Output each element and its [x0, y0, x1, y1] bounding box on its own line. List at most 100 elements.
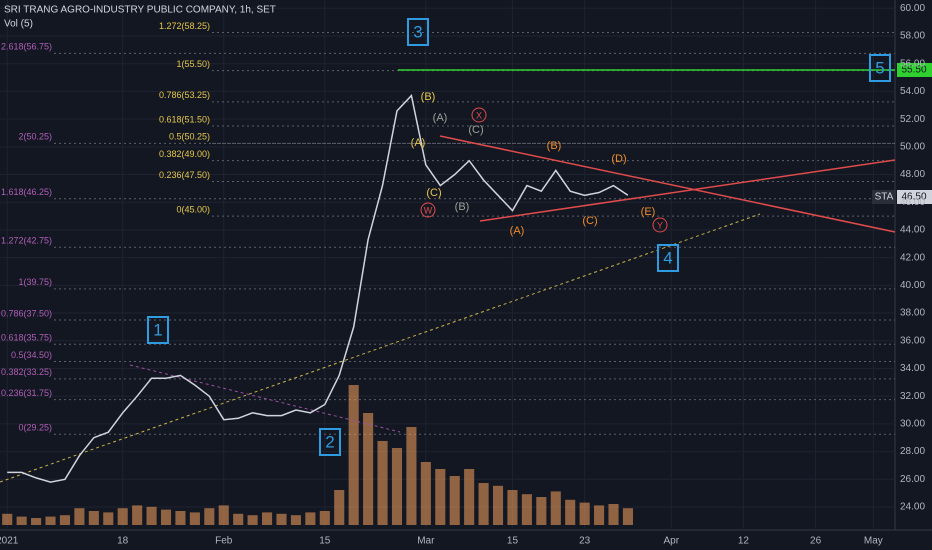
wave-label: 2 — [325, 432, 334, 451]
fib-label: 0.786(37.50) — [1, 308, 52, 318]
price-line — [7, 94, 629, 483]
wave-label: 1 — [153, 320, 162, 339]
volume-bar — [579, 502, 590, 525]
fib-label: 1.618(46.25) — [1, 187, 52, 197]
wave-label: (D) — [611, 153, 626, 165]
y-tick-label: 28.00 — [900, 446, 925, 457]
fib-label: 0.236(31.75) — [1, 388, 52, 398]
volume-bar — [16, 516, 27, 525]
volume-legend: Vol (5) — [4, 19, 33, 30]
volume-bar — [88, 511, 99, 525]
triangle-lower — [479, 159, 896, 222]
fib-trendline — [129, 364, 401, 433]
volume-bar — [189, 512, 200, 525]
volume-bar — [608, 504, 619, 525]
wave-circle — [420, 202, 436, 218]
target-label: 55.50 — [901, 65, 926, 76]
fib-label: 0.786(53.25) — [159, 90, 210, 100]
volume-bar — [550, 491, 561, 525]
target-tag — [897, 63, 932, 77]
y-tick-label: 50.00 — [900, 141, 925, 152]
wave-label: (C) — [582, 215, 597, 227]
wave-label: (E) — [641, 206, 656, 218]
price — [7, 94, 629, 483]
volume-bar — [319, 511, 330, 525]
volume-bar — [492, 485, 504, 525]
volume-bar — [218, 505, 229, 525]
y-tick-label: 42.00 — [900, 252, 925, 263]
volume-bar — [391, 448, 403, 525]
y-tick-label: 38.00 — [900, 308, 925, 319]
volume-bar — [363, 413, 374, 525]
wave-label: 5 — [875, 58, 884, 77]
grid — [0, 0, 895, 530]
y-tick-label: 44.00 — [900, 225, 925, 236]
chart-title: SRI TRANG AGRO-INDUSTRY PUBLIC COMPANY, … — [4, 5, 276, 16]
volume-bar — [565, 499, 576, 525]
fib-label: 0.382(49.00) — [159, 149, 210, 159]
fib-label: 0(45.00) — [176, 204, 210, 214]
fib-label: 1(39.75) — [18, 277, 52, 287]
wave-label: (B) — [547, 140, 562, 152]
fib-label: 0.618(35.75) — [1, 333, 52, 343]
wave-label: (A) — [510, 225, 525, 237]
y-tick-label: 56.00 — [900, 58, 925, 69]
wave-label: (C) — [426, 187, 441, 199]
volume-bar — [290, 515, 301, 525]
volume-bar — [103, 512, 114, 525]
fib-label: 1.272(58.25) — [159, 21, 210, 31]
volume-bar — [247, 515, 258, 525]
volume-bar — [117, 508, 128, 525]
volume-bar — [435, 469, 446, 525]
volume-bar — [464, 469, 475, 525]
x-tick-label: Apr — [663, 536, 679, 547]
volume-bar — [132, 505, 143, 525]
support-trendline — [0, 213, 761, 483]
wave-box — [147, 316, 169, 344]
volume-bar — [160, 509, 172, 525]
volume-bar — [334, 490, 345, 525]
y-tick-label: 46.00 — [900, 197, 925, 208]
wave-label: (C) — [468, 124, 483, 136]
x-tick-label: 15 — [319, 536, 331, 547]
volume-bar — [594, 505, 605, 525]
volume-bar — [45, 516, 56, 525]
x-tick-label: 26 — [810, 536, 822, 547]
y-tick-label: 30.00 — [900, 419, 925, 430]
volume-bar — [59, 515, 71, 525]
volume-bar — [478, 483, 489, 525]
y-tick-label: 34.00 — [900, 363, 925, 374]
x-tick-label: Feb — [215, 536, 233, 547]
volume-bar — [233, 513, 244, 525]
wave-circle — [652, 217, 668, 233]
volume-bar — [377, 441, 388, 525]
wave-box — [407, 18, 429, 46]
fib-label: 0.382(33.25) — [1, 367, 52, 377]
y-tick-label: 40.00 — [900, 280, 925, 291]
fib-label: 0.618(51.50) — [159, 114, 210, 124]
y-tick-label: 24.00 — [900, 502, 925, 513]
wave-label: W — [424, 205, 433, 215]
wave-label: 3 — [413, 22, 422, 41]
volume-bar — [146, 506, 157, 525]
y-tick-label: 48.00 — [900, 169, 925, 180]
x-tick-label: Mar — [417, 536, 435, 547]
y-tick-label: 60.00 — [900, 3, 925, 14]
wave-label: (B) — [421, 91, 436, 103]
volume — [2, 385, 633, 525]
wave-box — [657, 244, 679, 272]
symbol-tag — [872, 190, 896, 204]
volume-bar — [74, 508, 85, 525]
x-tick-label: 15 — [507, 536, 519, 547]
volume-bar — [348, 385, 359, 525]
wave-box — [869, 54, 891, 82]
wave-label: (A) — [433, 112, 448, 124]
volume-bar — [175, 511, 186, 525]
wave-label: (A) — [411, 137, 426, 149]
fib-label: 2(50.25) — [18, 132, 52, 142]
fib-label: 0.5(50.25) — [169, 132, 210, 142]
fib-label: 2.618(56.75) — [1, 42, 52, 52]
symbol: STA — [875, 192, 894, 203]
